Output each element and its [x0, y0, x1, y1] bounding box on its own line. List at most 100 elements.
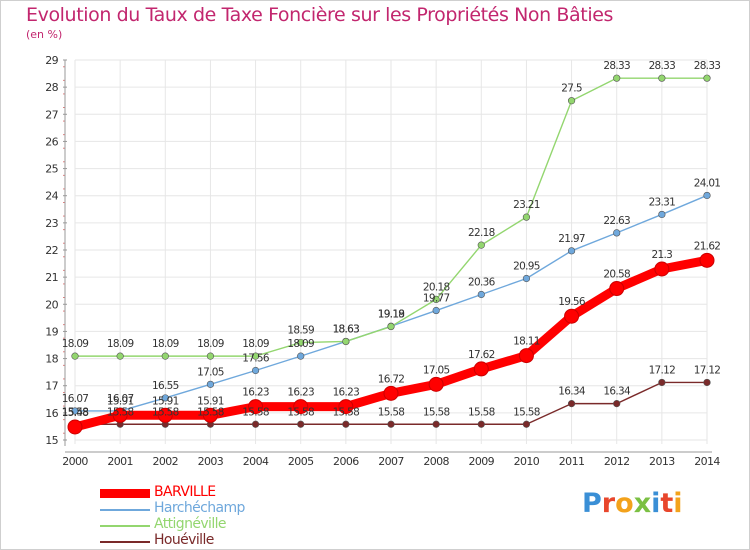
data-label: 18.63: [333, 323, 360, 335]
data-label: 21.97: [558, 233, 585, 245]
data-label: 17.05: [423, 364, 450, 376]
data-label: 19.18: [378, 309, 405, 321]
data-label: 18.63: [333, 323, 360, 335]
data-label: 28.33: [649, 60, 676, 72]
y-tick-label: 23: [45, 217, 58, 230]
data-point: [609, 281, 625, 297]
y-tick-label: 20: [45, 298, 58, 311]
data-point: [251, 366, 260, 375]
data-label: 23.21: [513, 199, 540, 211]
data-point: [703, 378, 711, 387]
data-label: 23.31: [649, 196, 676, 208]
data-point: [293, 399, 309, 415]
data-label: 17.12: [694, 364, 721, 376]
logo-letter: i: [673, 488, 683, 519]
data-label: 27.5: [561, 83, 582, 95]
data-label: 15.58: [513, 406, 540, 418]
data-point: [613, 229, 621, 237]
data-point: [67, 419, 83, 435]
legend-swatch: [100, 541, 150, 543]
data-point: [613, 400, 621, 408]
data-label: 21.62: [694, 240, 721, 252]
y-tick-label: 25: [45, 163, 58, 176]
data-label: 19.56: [558, 296, 586, 308]
x-tick-label: 2004: [243, 455, 269, 468]
data-label: 22.18: [468, 227, 495, 239]
x-tick-label: 2003: [198, 455, 224, 468]
data-label: 18.09: [242, 338, 269, 350]
data-point: [567, 97, 576, 105]
y-tick-label: 29: [45, 54, 58, 67]
logo-letter: o: [615, 488, 634, 519]
legend-label: Attignéville: [154, 516, 227, 532]
data-label: 28.33: [603, 60, 630, 72]
data-label: 18.09: [107, 338, 134, 350]
data-point: [564, 308, 580, 324]
x-tick-label: 2007: [378, 455, 404, 468]
x-tick-label: 2000: [62, 455, 88, 468]
data-label: 19.19: [378, 308, 405, 320]
y-tick-label: 16: [45, 407, 58, 420]
data-label: 17.56: [242, 353, 270, 365]
legend-swatch: [100, 489, 150, 498]
series-layer: [67, 74, 715, 435]
data-label: 20.18: [423, 281, 450, 293]
legend-swatch: [100, 525, 150, 527]
data-label: 17.05: [197, 366, 224, 378]
data-point: [473, 361, 489, 377]
data-label: 18.09: [287, 338, 314, 350]
data-label: 15.91: [197, 395, 224, 407]
data-label: 15.58: [468, 406, 495, 418]
data-point: [297, 338, 305, 347]
x-tick-label: 2009: [468, 455, 494, 468]
data-label: 15.58: [333, 406, 360, 418]
y-tick-label: 26: [45, 135, 58, 148]
data-label: 16.23: [242, 387, 269, 399]
data-label: 16.34: [603, 386, 631, 398]
data-label: 22.63: [603, 215, 630, 227]
legend-label: Houéville: [154, 532, 214, 548]
data-point: [699, 252, 715, 268]
data-point: [112, 407, 128, 423]
data-label: 15.48: [62, 407, 89, 419]
data-label: 16.72: [378, 373, 405, 385]
data-point: [206, 352, 215, 360]
data-label: 18.59: [287, 325, 314, 337]
data-point: [161, 352, 169, 360]
data-label: 15.58: [107, 406, 134, 418]
data-point: [432, 420, 440, 428]
logo-letter: x: [633, 488, 652, 519]
data-point: [342, 337, 350, 346]
data-point: [518, 348, 534, 364]
data-point: [522, 213, 531, 221]
data-point: [116, 352, 124, 360]
data-label: 15.58: [197, 406, 224, 418]
data-label: 16.23: [333, 387, 360, 399]
y-tick-label: 22: [45, 244, 58, 257]
data-point: [477, 290, 485, 299]
x-tick-label: 2010: [514, 455, 540, 468]
data-point: [658, 378, 666, 387]
data-point: [432, 295, 440, 304]
data-label: 18.11: [513, 336, 540, 348]
data-label: 21.3: [652, 249, 673, 261]
data-point: [567, 247, 576, 255]
data-label: 15.58: [62, 406, 89, 418]
data-point: [251, 352, 260, 360]
data-point: [613, 74, 621, 82]
y-tick-label: 24: [45, 190, 58, 203]
y-tick-label: 27: [45, 108, 58, 121]
logo-letter: P: [582, 488, 602, 519]
x-tick-label: 2002: [152, 455, 178, 468]
data-label: 28.33: [694, 60, 721, 72]
data-label: 17.12: [649, 364, 676, 376]
data-label: 15.91: [107, 395, 134, 407]
data-point: [71, 352, 79, 360]
y-unit-label: (en %): [26, 28, 63, 41]
y-tick-label: 17: [45, 380, 58, 393]
data-label: 16.07: [62, 393, 89, 405]
data-point: [251, 420, 260, 428]
data-point: [703, 191, 711, 200]
data-point: [202, 407, 218, 423]
